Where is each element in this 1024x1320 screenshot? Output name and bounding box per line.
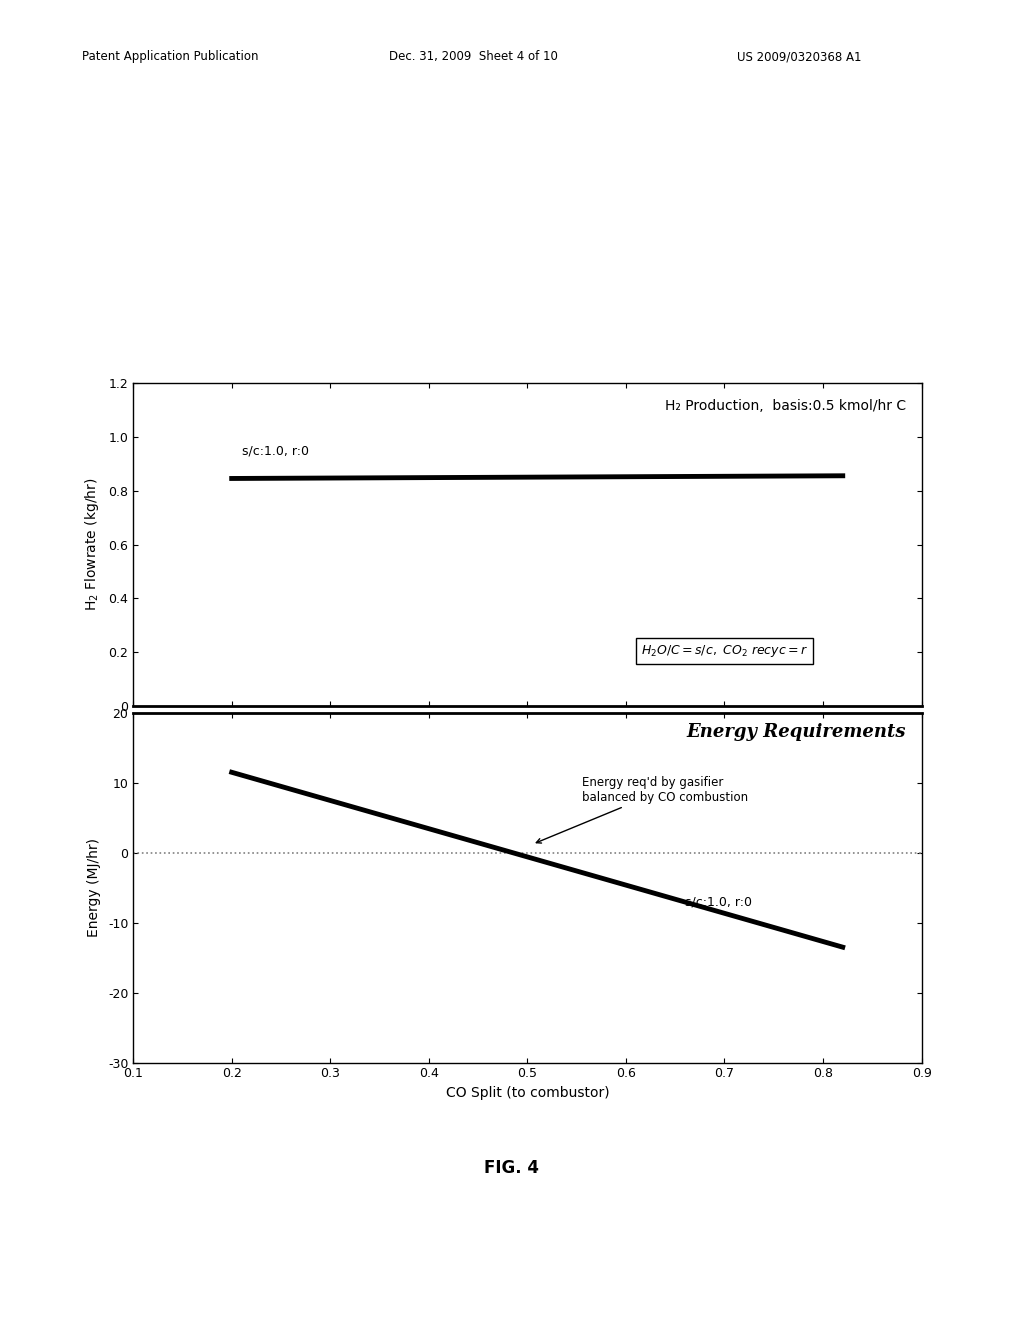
Y-axis label: H$_2$ Flowrate (kg/hr): H$_2$ Flowrate (kg/hr) xyxy=(83,478,101,611)
Text: s/c:1.0, r:0: s/c:1.0, r:0 xyxy=(685,895,752,908)
Text: Dec. 31, 2009  Sheet 4 of 10: Dec. 31, 2009 Sheet 4 of 10 xyxy=(389,50,558,63)
Text: Energy Requirements: Energy Requirements xyxy=(686,723,906,742)
Text: s/c:1.0, r:0: s/c:1.0, r:0 xyxy=(242,445,308,457)
Text: US 2009/0320368 A1: US 2009/0320368 A1 xyxy=(737,50,862,63)
Text: FIG. 4: FIG. 4 xyxy=(484,1159,540,1177)
Text: H₂ Production,  basis:0.5 kmol/hr C: H₂ Production, basis:0.5 kmol/hr C xyxy=(665,399,906,413)
Text: $H_2O/C = s/c,\ CO_2\ recyc = r$: $H_2O/C = s/c,\ CO_2\ recyc = r$ xyxy=(641,643,808,659)
X-axis label: CO Split (to combustor): CO Split (to combustor) xyxy=(445,1086,609,1100)
Y-axis label: Energy (MJ/hr): Energy (MJ/hr) xyxy=(87,838,101,937)
Text: Patent Application Publication: Patent Application Publication xyxy=(82,50,258,63)
Text: Energy req'd by gasifier
balanced by CO combustion: Energy req'd by gasifier balanced by CO … xyxy=(537,776,748,843)
